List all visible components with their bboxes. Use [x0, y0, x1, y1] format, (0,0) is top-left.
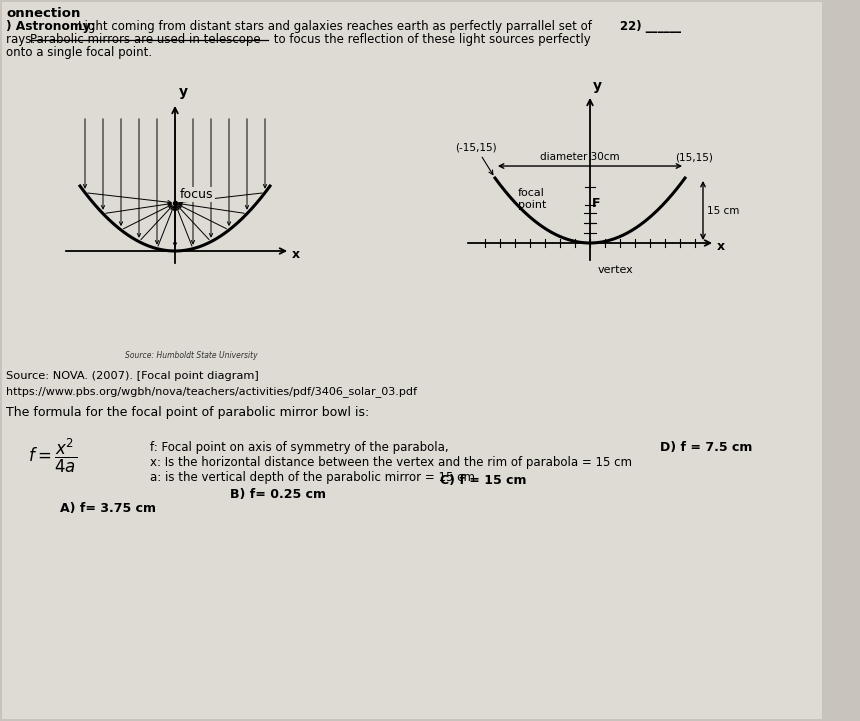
- Text: y: y: [593, 79, 602, 93]
- Text: 15 cm: 15 cm: [707, 205, 740, 216]
- Text: https://www.pbs.org/wgbh/nova/teachers/activities/pdf/3406_solar_03.pdf: https://www.pbs.org/wgbh/nova/teachers/a…: [6, 386, 417, 397]
- Text: onnection: onnection: [6, 7, 80, 20]
- Text: focus: focus: [180, 188, 213, 201]
- Text: ) Astronomy:: ) Astronomy:: [6, 20, 100, 33]
- Text: to focus the reflection of these light sources perfectly: to focus the reflection of these light s…: [270, 33, 591, 46]
- Text: a: is the vertical depth of the parabolic mirror = 15 cm: a: is the vertical depth of the paraboli…: [150, 471, 475, 484]
- Text: Light coming from distant stars and galaxies reaches earth as perfectly parralle: Light coming from distant stars and gala…: [78, 20, 592, 33]
- Text: C) f = 15 cm: C) f = 15 cm: [440, 474, 526, 487]
- Text: rays.: rays.: [6, 33, 39, 46]
- Text: Source: Humboldt State University: Source: Humboldt State University: [125, 351, 258, 360]
- Text: x: Is the horizontal distance between the vertex and the rim of parabola = 15 cm: x: Is the horizontal distance between th…: [150, 456, 632, 469]
- Text: vertex: vertex: [598, 265, 634, 275]
- Text: x: x: [292, 247, 300, 260]
- Text: Parabolic mirrors are used in telescope: Parabolic mirrors are used in telescope: [30, 33, 261, 46]
- Text: onto a single focal point.: onto a single focal point.: [6, 46, 152, 59]
- Text: 22) ______: 22) ______: [620, 20, 681, 33]
- Text: focal
point: focal point: [518, 188, 546, 210]
- Text: D) f = 7.5 cm: D) f = 7.5 cm: [660, 441, 752, 454]
- Text: F: F: [592, 197, 600, 210]
- Text: Source: NOVA. (2007). [Focal point diagram]: Source: NOVA. (2007). [Focal point diagr…: [6, 371, 259, 381]
- Text: (-15,15): (-15,15): [455, 142, 496, 174]
- Text: (15,15): (15,15): [675, 152, 713, 162]
- FancyBboxPatch shape: [2, 2, 822, 719]
- Text: x: x: [717, 239, 725, 252]
- Text: B) f= 0.25 cm: B) f= 0.25 cm: [230, 488, 326, 501]
- Text: A) f= 3.75 cm: A) f= 3.75 cm: [60, 502, 156, 515]
- Text: f: Focal point on axis of symmetry of the parabola,: f: Focal point on axis of symmetry of th…: [150, 441, 449, 454]
- Text: diameter 30cm: diameter 30cm: [540, 152, 620, 162]
- Text: y: y: [179, 85, 188, 99]
- Text: The formula for the focal point of parabolic mirror bowl is:: The formula for the focal point of parab…: [6, 406, 369, 419]
- Text: $f = \dfrac{x^2}{4a}$: $f = \dfrac{x^2}{4a}$: [28, 437, 77, 475]
